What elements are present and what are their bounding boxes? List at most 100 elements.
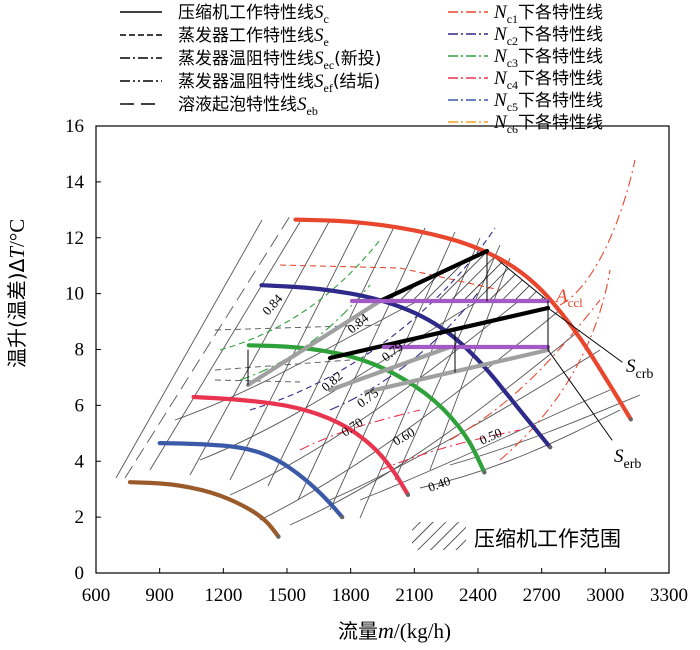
efficiency-label: 0.84 <box>344 310 371 336</box>
legend-speed-text: 下各特性线 <box>518 113 603 133</box>
legend-speed-label: Nc1下各特性线 <box>493 2 603 26</box>
evap-line <box>214 359 351 371</box>
fan-line <box>229 221 361 481</box>
y-axis-title-main: 温升(温差)Δ <box>5 258 29 368</box>
eff-iso <box>229 299 521 496</box>
x-axis-title: 流量m/(kg/h) <box>338 618 451 643</box>
surge-envelope <box>115 219 263 479</box>
legend-speed-text: 下各特性线 <box>518 69 603 89</box>
scrb-leader <box>547 307 623 363</box>
legend-speed-label: Nc5下各特性线 <box>493 90 603 114</box>
legend-speed-text: 下各特性线 <box>518 47 603 67</box>
serb-leader <box>547 349 613 441</box>
characteristic-network <box>115 215 641 526</box>
legend-speed-text: 下各特性线 <box>518 91 603 111</box>
legend-entry-symbol: S <box>314 71 324 92</box>
y-tick-label: 0 <box>75 563 85 584</box>
legend-speed-label: Nc2下各特性线 <box>493 24 603 48</box>
grey-line-upper <box>245 298 383 388</box>
speed-curve-nc6 <box>127 480 281 539</box>
legend-speed-text: 下各特性线 <box>518 3 603 23</box>
evap-line-nc4 <box>379 429 521 471</box>
legend-entry-tail: (新投) <box>334 49 381 69</box>
legend-entry-label: 压缩机工作特性线Sc <box>178 2 329 26</box>
curve-end-point <box>482 470 487 475</box>
efficiency-label: 0.84 <box>259 291 286 318</box>
serb-label: Serb <box>614 446 641 472</box>
legend-speed-label: Nc6下各特性线 <box>493 112 603 136</box>
x-tick-label: 2100 <box>395 585 433 606</box>
legend-speed-subscript: c4 <box>507 78 518 92</box>
legend-entry-subscript: c <box>324 12 329 26</box>
scrb-sub: crb <box>636 367 654 382</box>
legend-entry-subscript: eb <box>307 104 318 118</box>
curve-end-point <box>340 515 345 520</box>
legend-entry-symbol: S <box>297 94 307 115</box>
legend-entry-symbol: S <box>314 48 324 69</box>
curve-end-point <box>405 492 410 497</box>
accl-main: A <box>554 286 568 307</box>
legend-speed-subscript: c6 <box>507 122 518 136</box>
efficiency-label: 0.82 <box>318 368 345 394</box>
x-axis-title-main: 流量 <box>338 619 378 643</box>
legend-line-types: 压缩机工作特性线Sc蒸发器工作特性线Se蒸发器温阻特性线Sec(新投)蒸发器温阻… <box>120 2 381 118</box>
speed-curve-nc1 <box>293 217 633 422</box>
legend-entry-subscript: e <box>324 35 329 49</box>
legend-speed-subscript: c1 <box>507 12 518 26</box>
operating-lines <box>245 248 623 441</box>
legend-speed-symbol: N <box>493 46 508 67</box>
legend-entry-text: 压缩机工作特性线 <box>178 3 314 23</box>
y-tick-label: 10 <box>65 284 84 305</box>
legend-entry-label: 蒸发器温阻特性线Sec(新投) <box>178 48 381 72</box>
legend-entry-tail: (结垢) <box>333 72 380 92</box>
legend-speed-label: Nc4下各特性线 <box>493 68 603 92</box>
legend-speed-symbol: N <box>493 2 508 23</box>
serb-main: S <box>614 446 624 467</box>
fan-line <box>149 221 301 471</box>
evap-line-nc2 <box>329 289 481 411</box>
evap-line-nc1 <box>449 299 601 441</box>
accl-label: Accl <box>554 286 583 310</box>
y-tick-label: 2 <box>75 507 85 528</box>
grey-line-lower <box>363 347 551 395</box>
serb-sub: erb <box>624 457 642 472</box>
curve-end-point <box>276 534 281 539</box>
x-tick-label: 600 <box>82 585 111 606</box>
evap-line-nc1 <box>559 159 636 306</box>
eff-iso <box>449 394 641 466</box>
curve-end-point <box>628 417 633 422</box>
x-tick-label: 3300 <box>650 585 688 606</box>
x-tick-label: 3000 <box>586 585 624 606</box>
x-axis-title-unit: /(kg/h) <box>394 619 451 643</box>
eff-iso <box>329 349 601 501</box>
y-tick-label: 12 <box>65 228 84 249</box>
evap-line-nc1 <box>499 269 611 461</box>
evaporator-lines <box>219 159 636 471</box>
x-tick-label: 1200 <box>204 585 242 606</box>
legend-speed-colors: Nc1下各特性线Nc2下各特性线Nc3下各特性线Nc4下各特性线Nc5下各特性线… <box>448 2 603 136</box>
grey-line-mid <box>327 344 453 393</box>
speed-curve-nc5 <box>157 441 345 520</box>
y-axis-title-unit: /°C <box>5 219 29 247</box>
legend-entry-text: 蒸发器温阻特性线 <box>178 72 314 92</box>
legend-entry-label: 蒸发器工作特性线Se <box>178 25 329 49</box>
compressor-speed-curves <box>127 217 633 539</box>
y-axis-ticks: 0 2 4 6 8 10 12 14 16 <box>65 116 101 584</box>
x-tick-label: 2700 <box>523 585 561 606</box>
legend-entry-subscript: ef <box>324 81 333 95</box>
x-axis-ticks: 600 900 1200 1500 1800 2100 2400 2700 3000 3300 <box>82 568 688 606</box>
speed-curve-nc4 <box>191 394 411 497</box>
x-tick-label: 1800 <box>332 585 370 606</box>
speed-curve-nc3 <box>246 343 487 475</box>
legend-entry-symbol: S <box>314 2 324 23</box>
y-tick-label: 6 <box>75 395 85 416</box>
speed-curve-nc2 <box>259 283 553 450</box>
legend-speed-symbol: N <box>493 112 508 133</box>
efficiency-label: 0.60 <box>390 424 417 448</box>
legend-entry-text: 蒸发器工作特性线 <box>178 26 314 46</box>
evap-line <box>214 324 381 331</box>
legend-speed-symbol: N <box>493 68 508 89</box>
legend-speed-symbol: N <box>493 90 508 111</box>
legend-speed-subscript: c2 <box>507 34 518 48</box>
